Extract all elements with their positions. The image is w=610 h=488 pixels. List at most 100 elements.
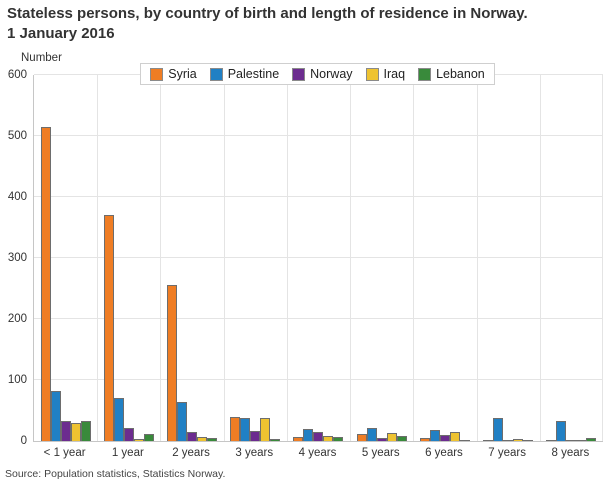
bar-syria-3-years[interactable]: [230, 416, 241, 441]
bar-syria-7-years[interactable]: [483, 440, 494, 441]
bar-norway-1-year[interactable]: [123, 427, 134, 441]
legend: Syria Palestine Norway Iraq Lebanon: [33, 63, 602, 85]
bar-iraq-7-years[interactable]: [513, 438, 524, 441]
chart-title: Stateless persons, by country of birth a…: [7, 5, 528, 43]
bar-group-7-years: [477, 75, 540, 441]
gridline-x-5: [350, 75, 352, 441]
bar-norway-3-years[interactable]: [250, 431, 261, 441]
x-tick-label-3-years: 3 years: [235, 447, 274, 459]
bar-iraq-1-year[interactable]: [70, 423, 81, 441]
legend-item-syria[interactable]: Syria: [150, 67, 197, 81]
bar-lebanon-6-years[interactable]: [459, 440, 470, 441]
y-tick-label-300: 300: [7, 252, 27, 264]
bar-group-3-years: [224, 75, 287, 441]
x-tick-label-5-years: 5 years: [361, 447, 400, 459]
bar-palestine-1-year[interactable]: [50, 390, 61, 441]
legend-item-norway[interactable]: Norway: [292, 67, 353, 81]
bar-norway-5-years[interactable]: [376, 437, 387, 441]
legend-label-palestine: Palestine: [227, 67, 280, 81]
bar-norway-8-years[interactable]: [566, 440, 577, 441]
legend-swatch-iraq: [365, 67, 379, 81]
legend-label-norway: Norway: [310, 67, 353, 81]
bar-iraq-3-years[interactable]: [260, 417, 271, 441]
legend-swatch-palestine: [209, 67, 223, 81]
bar-group-2-years: [160, 75, 223, 441]
bar-iraq-5-years[interactable]: [386, 433, 397, 441]
legend-swatch-lebanon: [418, 67, 432, 81]
gridline-x-4: [286, 75, 288, 441]
bar-norway-1-year[interactable]: [60, 420, 71, 441]
bar-syria-1-year[interactable]: [103, 215, 114, 441]
gridline-y-400: [34, 196, 603, 197]
bar-syria-6-years[interactable]: [419, 437, 430, 441]
bar-iraq-6-years[interactable]: [449, 431, 460, 441]
bar-lebanon-8-years[interactable]: [586, 437, 597, 441]
legend-label-syria: Syria: [168, 67, 197, 81]
bar-palestine-2-years[interactable]: [177, 401, 188, 441]
x-tick-label-1-year: 1 year: [111, 447, 144, 459]
plot-right-edge: [602, 75, 603, 441]
gridline-x-7: [476, 75, 478, 441]
bar-iraq-8-years[interactable]: [576, 440, 587, 441]
bar-group-6-years: [413, 75, 476, 441]
bar-group-5-years: [350, 75, 413, 441]
x-tick-label-1-year: < 1 year: [43, 447, 86, 459]
legend-box: Syria Palestine Norway Iraq Lebanon: [140, 63, 495, 85]
bar-group-1-year: [97, 75, 160, 441]
bar-lebanon-5-years[interactable]: [396, 436, 407, 441]
gridline-x-6: [413, 75, 415, 441]
bar-lebanon-7-years[interactable]: [523, 440, 534, 441]
bar-palestine-1-year[interactable]: [113, 397, 124, 441]
bar-syria-4-years[interactable]: [293, 437, 304, 441]
legend-label-iraq: Iraq: [383, 67, 406, 81]
bar-lebanon-1-year[interactable]: [80, 420, 91, 441]
bar-norway-4-years[interactable]: [313, 432, 324, 441]
y-axis-tick-labels: 0 100 200 300 400 500 600: [0, 69, 30, 447]
x-tick-label-6-years: 6 years: [425, 447, 463, 459]
bar-norway-2-years[interactable]: [187, 432, 198, 441]
bar-norway-6-years[interactable]: [439, 434, 450, 441]
bar-lebanon-3-years[interactable]: [270, 439, 281, 441]
y-tick-label-400: 400: [7, 191, 27, 203]
bar-lebanon-1-year[interactable]: [143, 434, 154, 441]
bar-norway-7-years[interactable]: [503, 440, 514, 441]
legend-label-lebanon: Lebanon: [436, 67, 485, 81]
legend-item-palestine[interactable]: Palestine: [209, 67, 280, 81]
bar-iraq-4-years[interactable]: [323, 436, 334, 441]
plot-area: [33, 74, 603, 442]
gridline-y-300: [34, 257, 603, 258]
gridline-y-500: [34, 135, 603, 136]
bar-group-8-years: [540, 75, 603, 441]
y-axis-unit-label: Number: [21, 52, 62, 64]
bar-palestine-4-years[interactable]: [303, 428, 314, 441]
bar-syria-8-years[interactable]: [546, 440, 557, 441]
y-tick-label-100: 100: [7, 374, 27, 386]
bar-iraq-2-years[interactable]: [197, 436, 208, 441]
y-tick-label-500: 500: [7, 130, 27, 142]
x-tick-label-2-years: 2 years: [172, 447, 210, 459]
bar-group-1-year: [34, 75, 97, 441]
bar-palestine-5-years[interactable]: [366, 428, 377, 441]
gridline-y-100: [34, 379, 603, 380]
bar-palestine-6-years[interactable]: [429, 430, 440, 441]
bar-lebanon-4-years[interactable]: [333, 437, 344, 441]
legend-item-iraq[interactable]: Iraq: [365, 67, 406, 81]
gridline-y-200: [34, 318, 603, 319]
bar-syria-5-years[interactable]: [356, 434, 367, 441]
bar-palestine-7-years[interactable]: [493, 418, 504, 441]
bar-group-4-years: [287, 75, 350, 441]
bar-lebanon-2-years[interactable]: [207, 437, 218, 441]
bar-palestine-8-years[interactable]: [556, 421, 567, 441]
bar-syria-1-year[interactable]: [40, 126, 51, 441]
x-tick-label-7-years: 7 years: [488, 447, 527, 459]
bar-iraq-1-year[interactable]: [133, 438, 144, 441]
gridline-x-2: [160, 75, 162, 441]
legend-item-lebanon[interactable]: Lebanon: [418, 67, 485, 81]
y-tick-label-600: 600: [7, 69, 27, 81]
bar-palestine-3-years[interactable]: [240, 417, 251, 441]
x-tick-label-8-years: 8 years: [551, 447, 590, 459]
source-note: Source: Population statistics, Statistic…: [5, 468, 226, 480]
bar-syria-2-years[interactable]: [167, 285, 178, 441]
gridline-x-1: [97, 75, 99, 441]
